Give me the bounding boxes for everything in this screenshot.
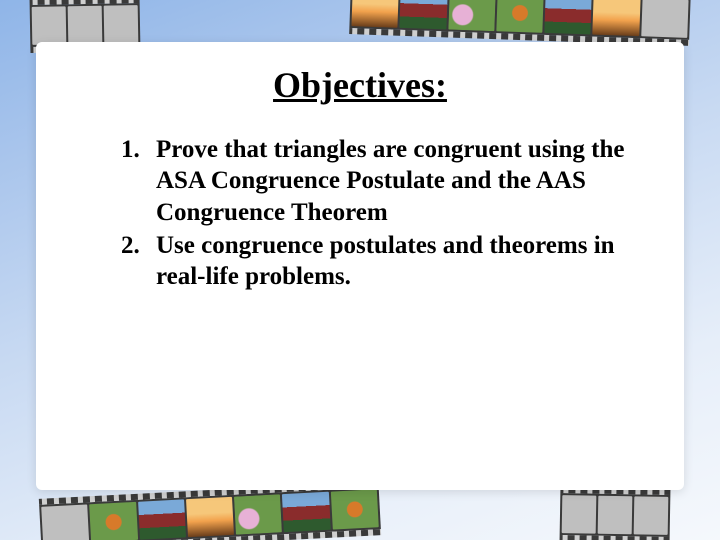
filmstrip-decoration-bottom-right (560, 493, 671, 537)
film-frame-icon (641, 0, 689, 38)
film-frame-icon (32, 6, 67, 45)
filmstrip-decoration-bottom-left (39, 487, 381, 540)
film-frame-icon (331, 489, 379, 529)
film-frame-icon (89, 502, 137, 540)
filmstrip-decoration-top-left (30, 3, 141, 47)
objective-item: Use congruence postulates and theorems i… (146, 230, 638, 293)
film-frame-icon (598, 496, 633, 535)
film-frame-icon (282, 492, 330, 532)
slide-card: Objectives: Prove that triangles are con… (36, 42, 684, 490)
film-frame-icon (496, 0, 544, 33)
film-frame-icon (562, 495, 597, 534)
objective-item: Prove that triangles are congruent using… (146, 134, 638, 228)
filmstrip-decoration-top-right (349, 0, 690, 40)
film-frame-icon (400, 0, 448, 29)
film-frame-icon (544, 0, 592, 34)
film-frame-icon (234, 494, 282, 534)
film-frame-icon (634, 496, 669, 535)
film-frame-icon (186, 497, 234, 537)
objectives-list: Prove that triangles are congruent using… (82, 134, 638, 292)
film-frame-icon (68, 6, 103, 45)
film-frame-icon (593, 0, 641, 36)
film-frame-icon (104, 5, 139, 44)
film-frame-icon (41, 504, 89, 540)
film-frame-icon (448, 0, 496, 31)
slide-title: Objectives: (82, 64, 638, 106)
film-frame-icon (351, 0, 399, 28)
film-frame-icon (138, 499, 186, 539)
